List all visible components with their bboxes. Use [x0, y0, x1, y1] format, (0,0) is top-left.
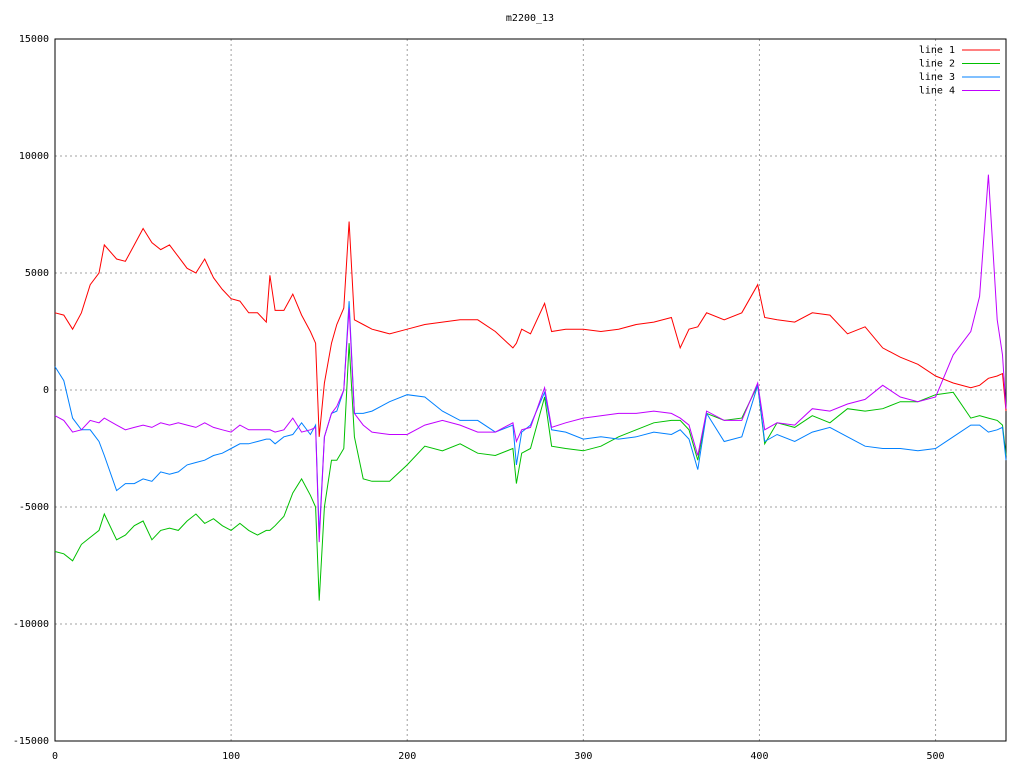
y-tick-label: 10000: [19, 151, 49, 162]
y-tick-label: -10000: [13, 619, 49, 630]
data-line: [54, 174, 1007, 543]
chart-title: m2200_13: [506, 13, 554, 24]
x-tick-label: 300: [574, 751, 592, 762]
plot-border: [54, 38, 1007, 742]
y-tick-label: 0: [43, 385, 49, 396]
x-tick-label: 0: [52, 751, 58, 762]
x-tick-label: 500: [927, 751, 945, 762]
x-tick-label: 200: [398, 751, 416, 762]
x-tick-label: 400: [750, 751, 768, 762]
legend-label: line 2: [919, 59, 955, 70]
data-line: [54, 301, 1007, 536]
legend-label: line 3: [919, 72, 955, 83]
y-tick-label: -5000: [19, 502, 49, 513]
x-tick-label: 100: [222, 751, 240, 762]
data-line: [54, 221, 1007, 437]
legend-label: line 4: [919, 86, 955, 97]
y-tick-label: 15000: [19, 34, 49, 45]
data-line: [54, 343, 1007, 601]
y-tick-label: 5000: [25, 268, 49, 279]
y-tick-label: -15000: [13, 736, 49, 747]
legend-label: line 1: [919, 45, 955, 56]
